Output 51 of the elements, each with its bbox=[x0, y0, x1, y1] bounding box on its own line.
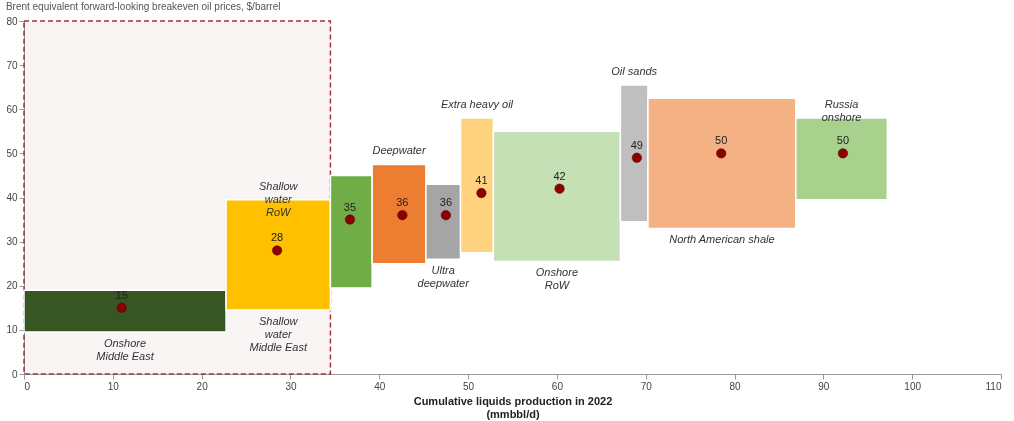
data-label: 36 bbox=[439, 196, 453, 209]
data-label: 50 bbox=[836, 134, 850, 147]
annotation: Onshore RoW bbox=[535, 266, 579, 292]
x-tick-label: 50 bbox=[463, 380, 475, 392]
x-tick-label: 30 bbox=[285, 380, 297, 392]
x-tick-label: 0 bbox=[24, 380, 31, 392]
annotation: Ultra deepwater bbox=[417, 264, 471, 290]
data-label: 28 bbox=[271, 231, 284, 244]
y-tick-label: 60 bbox=[6, 103, 18, 115]
x-axis-title: Cumulative liquids production in 2022 (mmbbl/d) bbox=[413, 394, 613, 420]
point bbox=[344, 214, 355, 225]
point bbox=[476, 188, 487, 199]
annotation: Deepwater bbox=[372, 144, 427, 157]
x-tick-label: 80 bbox=[729, 380, 742, 392]
point bbox=[116, 302, 127, 313]
data-label: 49 bbox=[630, 138, 643, 151]
point bbox=[554, 183, 565, 194]
data-label: 36 bbox=[396, 196, 409, 209]
x-tick-label: 70 bbox=[640, 380, 653, 392]
y-tick-label: 80 bbox=[6, 15, 18, 27]
y-tick-label: 50 bbox=[6, 147, 18, 159]
data-label: 42 bbox=[553, 169, 566, 182]
x-tick-label: 40 bbox=[374, 380, 386, 392]
point bbox=[397, 210, 408, 221]
annotation: Onshore Middle East bbox=[96, 337, 155, 363]
data-label: 50 bbox=[715, 134, 728, 147]
y-tick-label: 70 bbox=[6, 59, 18, 71]
point bbox=[272, 245, 283, 256]
y-tick-label: 30 bbox=[6, 236, 18, 248]
annotation: Russia onshore bbox=[821, 98, 862, 124]
annotation: North American shale bbox=[669, 233, 775, 246]
data-label: 41 bbox=[475, 174, 488, 187]
x-tick-label: 60 bbox=[551, 380, 564, 392]
point bbox=[440, 210, 451, 221]
y-tick-label: 10 bbox=[6, 324, 18, 336]
annotation: Extra heavy oil bbox=[440, 98, 514, 111]
x-tick-label: 100 bbox=[904, 380, 922, 392]
x-tick-label: 20 bbox=[196, 380, 209, 392]
data-label: 35 bbox=[343, 200, 357, 213]
chart-title: Brent equivalent forward-looking breakeven oil prices, $/barrel bbox=[5, 1, 281, 12]
annotation: Shallow water Middle East bbox=[249, 315, 308, 354]
y-tick-label: 40 bbox=[6, 192, 18, 203]
point bbox=[716, 148, 727, 159]
x-tick-label: 110 bbox=[985, 380, 1002, 392]
x-tick-label: 90 bbox=[818, 380, 830, 392]
annotation: Oil sands bbox=[611, 64, 658, 77]
point bbox=[631, 152, 642, 163]
point bbox=[837, 148, 848, 159]
x-tick-label: 10 bbox=[107, 380, 120, 392]
y-tick-label: 0 bbox=[11, 368, 18, 380]
y-tick-label: 20 bbox=[6, 280, 18, 292]
